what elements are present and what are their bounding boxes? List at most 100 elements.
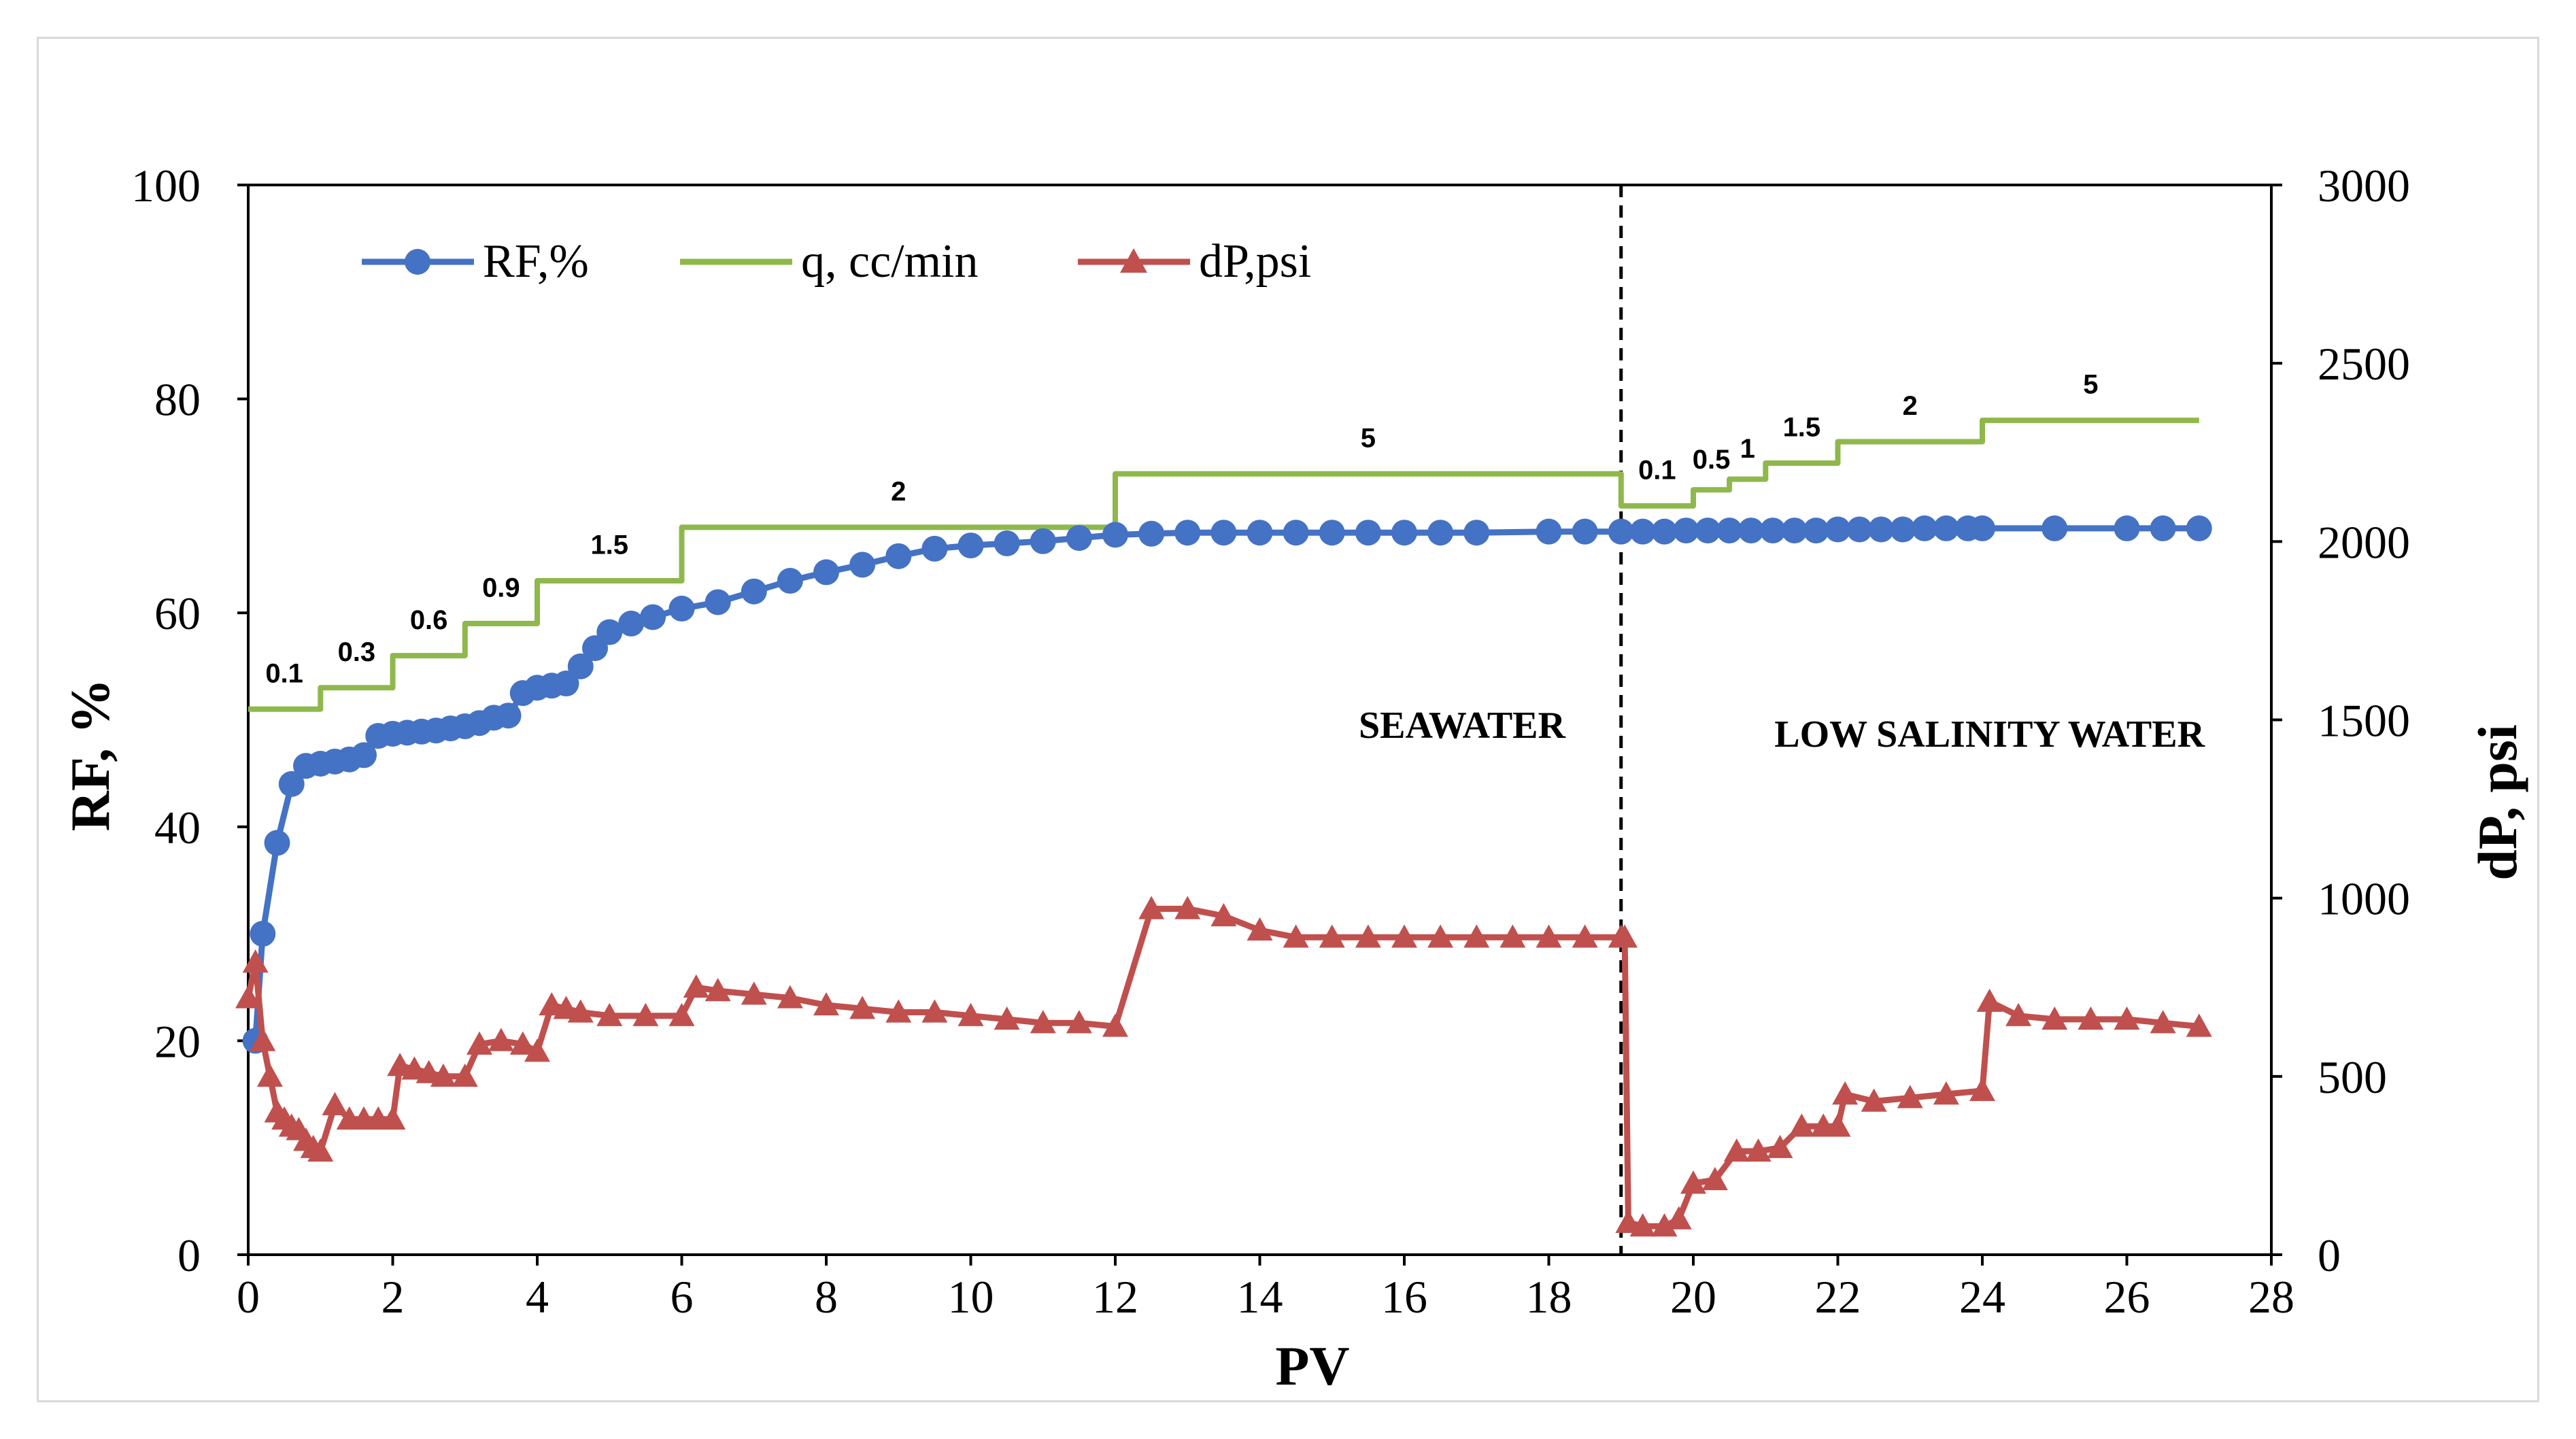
y2-tick-label: 1500 <box>2318 695 2410 747</box>
q-step-label: 1 <box>1740 434 1755 464</box>
rf-data-point <box>1608 518 1634 545</box>
series-layer <box>235 418 2212 1237</box>
dp-data-point <box>1969 1077 1995 1102</box>
rf-data-point <box>553 671 579 697</box>
dp-data-point <box>553 996 579 1019</box>
dp-data-point <box>1897 1085 1923 1108</box>
dp-series-line <box>245 905 2200 1230</box>
rf-data-point <box>1912 515 1937 541</box>
rf-data-point <box>1427 520 1454 546</box>
dp-data-point <box>509 1031 536 1055</box>
legend-circle-marker <box>405 249 430 275</box>
rf-data-point <box>1738 518 1764 544</box>
rf-data-point <box>957 532 984 559</box>
rf-data-point <box>849 552 876 578</box>
q-step-label: 2 <box>1903 391 1918 421</box>
rf-data-point <box>264 830 290 856</box>
dp-data-point <box>1976 988 2003 1012</box>
dp-data-point <box>2114 1006 2140 1030</box>
rf-data-point <box>495 702 522 729</box>
legend-triangle-marker <box>1120 248 1147 273</box>
rf-data-point <box>1283 520 1309 546</box>
y2-tick-label: 500 <box>2318 1051 2387 1103</box>
dp-data-point <box>1832 1081 1859 1105</box>
dp-data-point <box>322 1091 348 1115</box>
rf-data-point <box>668 595 695 622</box>
rf-data-point <box>1319 520 1345 546</box>
dp-data-point <box>1066 1010 1092 1034</box>
axes: 0 2 4 6 8 10 12 14 16 18 20 22 24 26 28020406080100050… <box>131 160 2410 1323</box>
rf-data-point <box>1572 518 1598 545</box>
rf-data-point <box>1174 520 1201 546</box>
dp-data-point <box>1629 1213 1656 1237</box>
rf-data-point <box>1102 522 1128 548</box>
rf-series-line <box>252 525 2199 1041</box>
dp-data-point <box>1665 1206 1692 1230</box>
x-tick-label: 20 <box>1670 1271 1716 1323</box>
y2-tick-label: 2500 <box>2318 338 2410 390</box>
rf-data-point <box>1933 515 1959 541</box>
q-step-label: 0.3 <box>338 637 376 667</box>
rf-data-point <box>1673 518 1699 544</box>
dp-data-point <box>1283 924 1309 948</box>
q-step-label: 0.5 <box>1693 445 1731 475</box>
q-step-label: 0.1 <box>265 658 303 688</box>
rf-data-point <box>1210 520 1237 546</box>
rf-data-point <box>1716 518 1743 544</box>
q-step-label: 1.5 <box>590 530 628 560</box>
x-tick-label: 24 <box>1959 1271 2005 1323</box>
y-tick-label: 100 <box>131 160 201 211</box>
rf-data-point <box>640 604 666 630</box>
q-step-label: 1.5 <box>1783 413 1821 443</box>
dp-data-point <box>1861 1088 1887 1112</box>
rf-data-point <box>994 530 1020 556</box>
dp-data-point <box>539 992 565 1016</box>
dp-data-point <box>596 1002 623 1026</box>
x-tick-label: 16 <box>1381 1271 1427 1323</box>
rf-data-point <box>1868 516 1895 543</box>
rf-data-point <box>2041 515 2068 541</box>
dp-data-point <box>2150 1010 2176 1034</box>
x-tick-label: 10 <box>948 1271 994 1323</box>
rf-data-point <box>885 543 912 569</box>
rf-data-point <box>813 559 839 586</box>
dp-data-point <box>1745 1138 1772 1162</box>
dp-data-point <box>1933 1081 1959 1105</box>
rf-data-point <box>351 742 377 768</box>
dp-data-point <box>957 1002 984 1026</box>
rf-data-point <box>1651 518 1678 545</box>
dp-data-point <box>488 1028 514 1051</box>
dp-data-point <box>1463 924 1490 948</box>
dp-data-point <box>1355 924 1381 948</box>
rf-data-point <box>1355 520 1381 546</box>
dp-data-point <box>1825 1113 1851 1137</box>
dp-data-point <box>1391 924 1417 948</box>
y-tick-label: 40 <box>154 802 201 853</box>
rf-data-point <box>1463 520 1490 546</box>
dp-data-point <box>1210 902 1237 927</box>
dp-data-point <box>235 985 261 1009</box>
rf-data-point <box>1536 518 1562 545</box>
rf-data-point <box>1066 525 1092 552</box>
y2-tick-label: 0 <box>2318 1230 2341 1281</box>
rf-data-point <box>921 535 948 562</box>
dp-data-point <box>1102 1013 1128 1037</box>
rf-data-point <box>250 921 276 947</box>
dp-data-point <box>994 1006 1020 1030</box>
y-tick-label: 20 <box>154 1015 201 1067</box>
x-axis-title: PV <box>1275 1335 1349 1397</box>
dp-data-point <box>1701 1166 1728 1191</box>
x-tick-label: 0 <box>237 1271 260 1323</box>
y2-tick-label: 1000 <box>2318 873 2410 925</box>
rf-data-point <box>1138 520 1165 547</box>
rf-data-point <box>1890 516 1916 543</box>
dp-data-point <box>1572 924 1598 948</box>
rf-data-point <box>1247 520 1273 546</box>
labels-layer: 0.1 0.3 0.6 0.9 1.5 2 5 0.1 0.5 1 1.5 2 5 SEAWATER LOW… <box>265 370 2205 756</box>
dp-data-point <box>1767 1134 1793 1158</box>
x-tick-label: 4 <box>526 1271 549 1323</box>
dp-data-point <box>467 1031 492 1055</box>
dp-data-point <box>307 1138 334 1162</box>
dp-data-point <box>813 992 839 1016</box>
